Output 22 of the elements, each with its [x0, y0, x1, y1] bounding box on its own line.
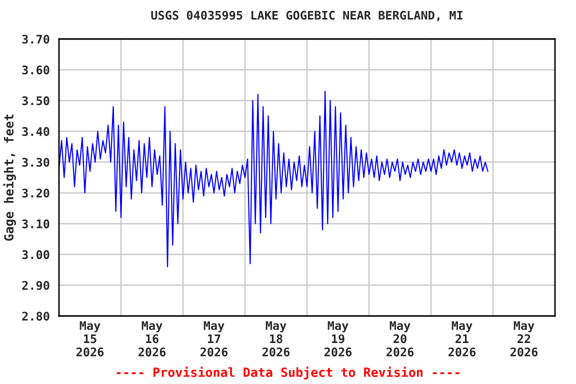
x-tick-label: May 22 2026	[510, 321, 538, 356]
x-tick-label: May 20 2026	[386, 321, 414, 356]
line-series	[59, 90, 488, 268]
x-tick-label: May 21 2026	[448, 321, 476, 356]
y-tick-label: 2.80	[22, 312, 50, 321]
y-tick-label: 3.30	[22, 158, 50, 167]
y-tick-label: 3.10	[22, 219, 50, 228]
y-tick-label: 2.90	[22, 280, 50, 290]
y-tick-label: 3.50	[22, 96, 50, 106]
x-tick-label: May 15 2026	[76, 321, 104, 356]
y-tick-label: 3.00	[22, 250, 50, 260]
y-tick-label: 3.70	[22, 34, 50, 44]
x-tick-label: May 17 2026	[200, 321, 228, 356]
y-tick-label: 3.60	[22, 66, 50, 74]
y-tick-label: 3.40	[22, 127, 50, 136]
y-tick-label: 3.20	[22, 188, 50, 198]
text: ---- Provisional Data Subject to Revision ----	[116, 366, 460, 380]
x-tick-label: May 18 2026	[262, 321, 290, 356]
x-tick-label: May 19 2026	[324, 321, 352, 356]
chart-title: USGS 04035995 LAKE GOGEBIC NEAR BERGLAND, MI	[151, 10, 462, 22]
y-axis-title: Gage height, feet	[3, 114, 16, 241]
x-tick-label: May 16 2026	[138, 321, 166, 356]
